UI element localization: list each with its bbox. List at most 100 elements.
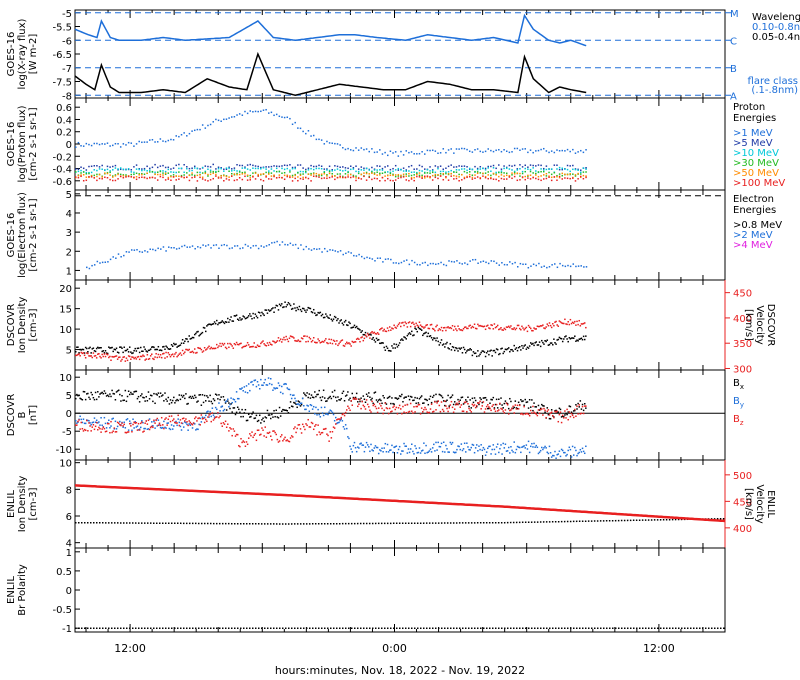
- data-point: [343, 321, 346, 323]
- y-tick-label: -6.5: [52, 50, 72, 61]
- data-point: [308, 336, 311, 339]
- data-point: [357, 177, 360, 180]
- data-point: [358, 398, 360, 400]
- data-point: [136, 397, 139, 400]
- data-point: [481, 449, 484, 452]
- data-point: [81, 352, 84, 355]
- data-point: [91, 348, 94, 350]
- data-point: [372, 404, 374, 407]
- data-point: [425, 331, 427, 334]
- data-point: [179, 344, 182, 346]
- data-point: [485, 261, 487, 264]
- data-point: [276, 416, 279, 418]
- data-point: [318, 167, 320, 170]
- data-point: [305, 170, 307, 173]
- data-point: [274, 341, 276, 344]
- data-point: [110, 420, 112, 423]
- data-point: [231, 411, 233, 413]
- data-point: [242, 346, 244, 348]
- data-point: [400, 174, 402, 177]
- data-point: [127, 141, 130, 144]
- data-point: [316, 393, 318, 396]
- data-point: [437, 262, 440, 265]
- data-point: [275, 165, 278, 167]
- data-point: [189, 338, 192, 340]
- data-point: [288, 388, 291, 391]
- right-y-tick-label: 400: [733, 524, 752, 535]
- right-y-tick-label: 300: [733, 364, 752, 375]
- data-point: [173, 418, 175, 420]
- data-point: [229, 342, 231, 345]
- data-point: [326, 250, 329, 253]
- data-point: [485, 405, 488, 408]
- data-point: [387, 451, 390, 453]
- data-point: [505, 178, 508, 180]
- data-point: [294, 167, 296, 170]
- data-point: [217, 412, 219, 414]
- data-point: [406, 452, 409, 454]
- data-point: [361, 255, 363, 258]
- legend-entry: >5 MeV: [733, 138, 773, 149]
- data-point: [172, 176, 175, 178]
- data-point: [170, 171, 172, 173]
- data-point: [260, 178, 262, 181]
- data-point: [408, 398, 411, 401]
- data-point: [482, 172, 484, 175]
- data-point: [453, 408, 456, 410]
- data-point: [238, 444, 240, 447]
- data-point: [132, 356, 134, 359]
- data-point: [231, 434, 233, 437]
- data-point: [456, 329, 458, 332]
- data-point: [166, 400, 168, 402]
- data-point: [232, 347, 235, 349]
- data-point: [108, 422, 110, 425]
- data-point: [342, 426, 345, 428]
- data-point: [514, 400, 517, 402]
- data-point: [447, 165, 450, 168]
- data-point: [316, 248, 318, 251]
- data-point: [229, 318, 231, 321]
- data-point: [447, 394, 449, 397]
- data-point: [279, 415, 282, 417]
- data-point: [126, 359, 129, 362]
- data-point: [524, 175, 526, 178]
- data-point: [388, 407, 391, 410]
- data-point: [396, 346, 399, 348]
- data-point: [394, 397, 396, 399]
- data-point: [177, 354, 179, 357]
- data-point: [227, 423, 229, 425]
- data-point: [88, 267, 91, 270]
- data-point: [560, 416, 563, 418]
- data-point: [574, 335, 576, 337]
- data-point: [326, 140, 328, 143]
- data-point: [183, 171, 185, 174]
- data-point: [577, 178, 579, 180]
- data-point: [502, 352, 504, 355]
- data-point: [355, 175, 357, 177]
- data-point: [441, 344, 444, 346]
- data-point: [561, 414, 564, 417]
- data-point: [463, 170, 466, 173]
- data-point: [376, 401, 379, 403]
- data-point: [365, 167, 368, 170]
- data-point: [545, 447, 547, 449]
- data-point: [447, 326, 449, 328]
- data-point: [390, 449, 392, 451]
- data-point: [315, 341, 317, 344]
- data-point: [177, 418, 179, 420]
- data-point: [276, 438, 279, 441]
- data-point: [289, 117, 291, 120]
- series-velocity: [75, 318, 587, 362]
- data-point: [434, 329, 436, 332]
- data-point: [515, 327, 518, 330]
- data-point: [445, 167, 447, 169]
- series-density: [75, 517, 725, 525]
- legend-entry: >1 MeV: [733, 128, 773, 139]
- data-point: [522, 445, 524, 448]
- data-point: [488, 407, 490, 410]
- data-point: [448, 348, 450, 350]
- data-point: [299, 402, 302, 405]
- data-point: [509, 452, 511, 454]
- data-point: [142, 396, 144, 399]
- data-point: [83, 354, 86, 357]
